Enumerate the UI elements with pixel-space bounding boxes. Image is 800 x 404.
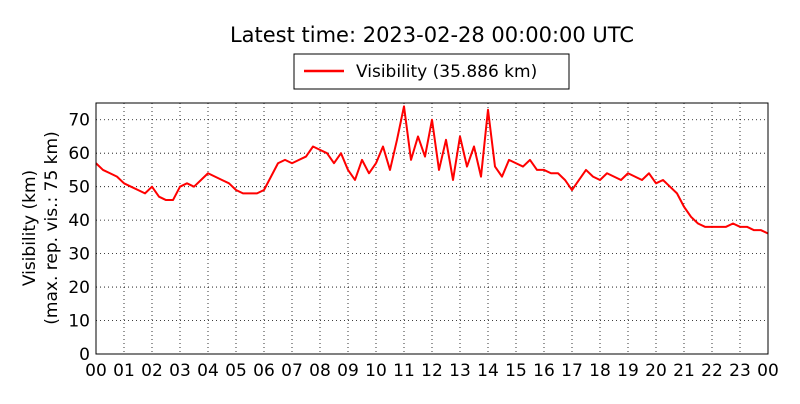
x-tick-label: 23 xyxy=(729,361,751,381)
y-tick-label: 10 xyxy=(68,312,90,332)
x-tick-label: 10 xyxy=(365,361,387,381)
y-tick-label: 0 xyxy=(79,345,90,365)
y-tick-label: 50 xyxy=(68,178,90,198)
x-tick-label: 00 xyxy=(85,361,107,381)
y-tick-label: 40 xyxy=(68,211,90,231)
x-tick-label: 12 xyxy=(421,361,443,381)
x-tick-label: 18 xyxy=(589,361,611,381)
y-tick-label: 60 xyxy=(68,144,90,164)
y-tick-label: 70 xyxy=(68,111,90,131)
x-tick-label: 08 xyxy=(309,361,331,381)
legend-label: Visibility (35.886 km) xyxy=(356,62,537,82)
x-tick-label: 20 xyxy=(645,361,667,381)
x-tick-label: 04 xyxy=(197,361,219,381)
x-tick-label: 19 xyxy=(617,361,639,381)
plot-frame xyxy=(95,102,769,355)
x-tick-label: 13 xyxy=(449,361,471,381)
x-tick-label: 01 xyxy=(113,361,135,381)
x-tick-label: 03 xyxy=(169,361,191,381)
x-tick-label: 00 xyxy=(757,361,779,381)
x-tick-label: 14 xyxy=(477,361,499,381)
x-tick-label: 22 xyxy=(701,361,723,381)
x-tick-label: 16 xyxy=(533,361,555,381)
x-tick-label: 07 xyxy=(281,361,303,381)
x-tick-label: 11 xyxy=(393,361,415,381)
y-axis-label: (max. rep. vis.: 75 km) xyxy=(42,131,62,324)
y-tick-label: 20 xyxy=(68,278,90,298)
y-axis-label: Visibility (km) xyxy=(20,170,40,286)
y-tick-label: 30 xyxy=(68,245,90,265)
chart-title: Latest time: 2023-02-28 00:00:00 UTC xyxy=(230,23,634,47)
x-tick-label: 15 xyxy=(505,361,527,381)
x-tick-label: 09 xyxy=(337,361,359,381)
x-tick-label: 02 xyxy=(141,361,163,381)
x-tick-label: 17 xyxy=(561,361,583,381)
data-line xyxy=(95,105,769,235)
x-tick-label: 05 xyxy=(225,361,247,381)
x-tick-label: 21 xyxy=(673,361,695,381)
x-tick-label: 06 xyxy=(253,361,275,381)
